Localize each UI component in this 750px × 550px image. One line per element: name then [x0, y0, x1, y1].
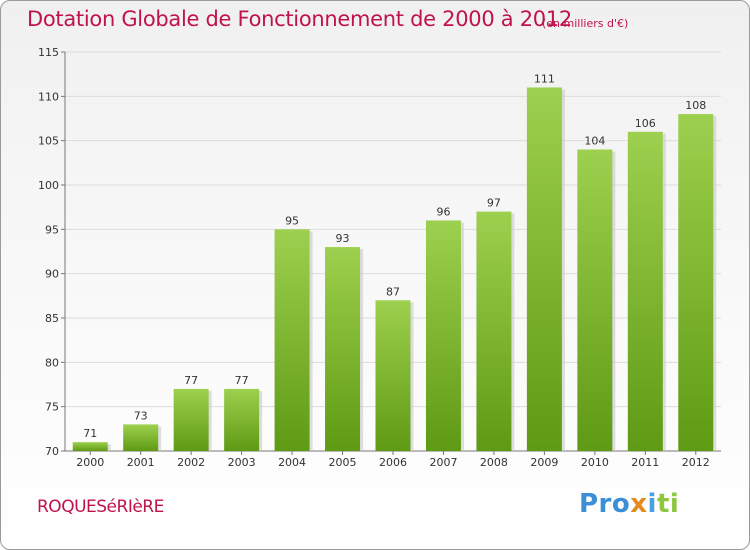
- bar-value-label: 87: [386, 285, 400, 298]
- bar: [72, 442, 108, 451]
- x-tick-label: 2006: [379, 456, 407, 469]
- x-tick-label: 2003: [228, 456, 256, 469]
- bar-value-label: 108: [685, 99, 706, 112]
- bar: [375, 300, 411, 451]
- bar: [476, 211, 512, 451]
- bar: [325, 247, 361, 451]
- gridlines: [65, 51, 721, 408]
- bar-value-label: 104: [584, 135, 605, 148]
- y-tick-label: 85: [45, 312, 59, 325]
- chart-title: Dotation Globale de Fonctionnement de 20…: [27, 7, 572, 31]
- bar: [425, 220, 461, 451]
- x-tick-label: 2002: [177, 456, 205, 469]
- y-tick-label: 110: [38, 90, 59, 103]
- bar: [224, 388, 260, 451]
- y-tick-label: 75: [45, 401, 59, 414]
- y-tick-label: 70: [45, 445, 59, 458]
- bar-value-label: 97: [487, 197, 501, 210]
- x-tick-label: 2008: [480, 456, 508, 469]
- y-tick-label: 80: [45, 356, 59, 369]
- x-tick-label: 2007: [429, 456, 457, 469]
- y-tick-label: 90: [45, 268, 59, 281]
- y-tick-label: 115: [38, 46, 59, 59]
- bar-value-label: 96: [436, 205, 450, 218]
- x-tick-label: 2001: [127, 456, 155, 469]
- bar: [678, 114, 714, 452]
- bar: [123, 424, 159, 451]
- bar: [627, 131, 663, 452]
- bars: [72, 87, 717, 452]
- bar: [526, 87, 562, 451]
- x-tick-label: 2005: [329, 456, 357, 469]
- bar-value-label: 77: [235, 374, 249, 387]
- proxiti-logo: Proxiti: [579, 489, 680, 519]
- x-tick-label: 2012: [682, 456, 710, 469]
- y-tick-label: 100: [38, 179, 59, 192]
- chart-subtitle: (en milliers d'€): [542, 17, 629, 30]
- bar-value-label: 71: [83, 427, 97, 440]
- x-tick-label: 2009: [530, 456, 558, 469]
- commune-name: ROQUESéRIèRE: [37, 497, 164, 517]
- bar-value-label: 77: [184, 374, 198, 387]
- bar-value-label: 111: [534, 72, 555, 85]
- x-tick-label: 2011: [631, 456, 659, 469]
- y-tick-label: 95: [45, 223, 59, 236]
- bar: [274, 229, 310, 451]
- x-tick-label: 2010: [581, 456, 609, 469]
- bar-value-label: 93: [336, 232, 350, 245]
- bar-value-label: 95: [285, 214, 299, 227]
- y-tick-label: 105: [38, 135, 59, 148]
- x-tick-label: 2004: [278, 456, 306, 469]
- bar: [173, 388, 209, 451]
- bar: [577, 149, 613, 452]
- labels: 70 75 80 85 90 95 100 105 110 115 71 2000 73 2001 77 20…: [38, 46, 710, 469]
- x-tick-label: 2000: [76, 456, 104, 469]
- bar-value-label: 73: [134, 409, 148, 422]
- bar-value-label: 106: [635, 117, 656, 130]
